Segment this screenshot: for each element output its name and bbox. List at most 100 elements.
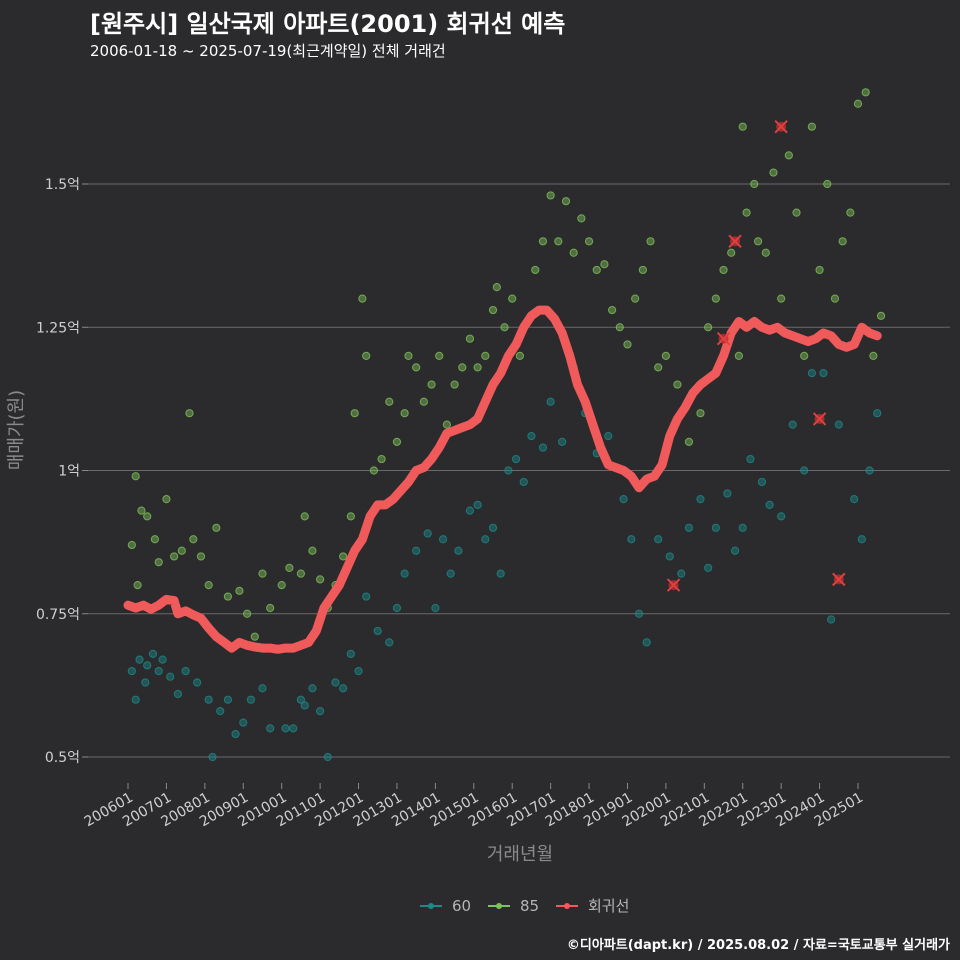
series-85-point bbox=[358, 294, 367, 303]
series-85-point bbox=[177, 546, 186, 555]
series-60-point bbox=[765, 500, 774, 509]
series-60-point bbox=[423, 529, 432, 538]
y-tick-labels: 0.5억 0.75억 1억 1.25억 1.5억 bbox=[36, 177, 80, 766]
series-60-point bbox=[316, 707, 325, 716]
series-85-point bbox=[800, 351, 809, 360]
series-60-point bbox=[148, 649, 158, 658]
series-85-point bbox=[212, 523, 221, 532]
series-60-point bbox=[354, 666, 363, 676]
series-85-point bbox=[696, 409, 705, 418]
series-85-point bbox=[631, 294, 640, 303]
series-60-point bbox=[711, 523, 720, 532]
series-85-point bbox=[750, 179, 759, 189]
series-85-point bbox=[815, 265, 824, 275]
series-85-point bbox=[435, 351, 444, 360]
series-60-point bbox=[757, 477, 767, 487]
series-85-point bbox=[869, 351, 878, 360]
series-85-point bbox=[481, 351, 490, 360]
series-60-point bbox=[131, 695, 140, 704]
chart-subtitle: 2006-01-18 ~ 2025-07-19(최근계약일) 전체 거래건 bbox=[90, 42, 446, 60]
series-60-point bbox=[154, 666, 163, 676]
series-60-point bbox=[281, 724, 290, 733]
series-60-point bbox=[465, 506, 475, 515]
highlight-marker bbox=[716, 332, 731, 346]
series-85-point bbox=[362, 351, 371, 360]
series-85-point bbox=[377, 454, 386, 464]
series-85-point bbox=[266, 603, 275, 613]
series-85-point bbox=[531, 265, 540, 275]
series-85-point bbox=[719, 265, 728, 275]
series-85-point bbox=[554, 237, 563, 246]
series-85-point bbox=[143, 512, 152, 521]
series-85-point bbox=[727, 248, 736, 257]
series-85-point bbox=[243, 609, 252, 618]
series-60-point bbox=[166, 672, 175, 681]
legend-label: 60 bbox=[452, 897, 471, 915]
series-85-point bbox=[711, 294, 720, 303]
series-85-point bbox=[673, 380, 682, 389]
y-tick-label: 0.5억 bbox=[45, 750, 80, 766]
series-85-point bbox=[400, 409, 409, 418]
series-60-point bbox=[665, 552, 674, 561]
series-85-point bbox=[133, 581, 142, 590]
series-85-point bbox=[538, 237, 548, 246]
series-60-point bbox=[141, 678, 150, 687]
series-85-point bbox=[235, 586, 244, 595]
highlight-marker bbox=[812, 412, 827, 426]
series-85-point bbox=[419, 397, 428, 406]
series-60-point bbox=[511, 454, 521, 464]
series-60-point bbox=[231, 729, 240, 739]
series-60-point bbox=[239, 718, 248, 727]
series-85-point bbox=[830, 294, 840, 303]
series-60-point bbox=[873, 409, 882, 418]
credit-line: ©디아파트(dapt.kr) / 2025.08.02 / 자료=국토교통부 실… bbox=[566, 938, 950, 953]
series-60-point bbox=[246, 695, 256, 704]
series-85-point bbox=[823, 179, 832, 189]
legend-item-2: 회귀선 bbox=[556, 897, 629, 915]
series-85-point bbox=[838, 237, 847, 246]
legend-label: 85 bbox=[520, 897, 539, 915]
series-85-points bbox=[127, 88, 886, 641]
series-85-point bbox=[561, 197, 571, 206]
series-85-point bbox=[277, 581, 286, 590]
series-85-point bbox=[853, 99, 863, 108]
series-60-point bbox=[746, 454, 755, 464]
series-85-point bbox=[508, 294, 517, 303]
series-85-point bbox=[185, 409, 194, 418]
series-60-point bbox=[857, 535, 866, 544]
series-85-point bbox=[300, 512, 309, 521]
series-85-point bbox=[442, 420, 451, 429]
series-60-point bbox=[704, 563, 713, 573]
series-60-point bbox=[634, 609, 644, 618]
series-85-point bbox=[465, 334, 475, 343]
series-60-point bbox=[296, 695, 305, 704]
series-60-point bbox=[438, 535, 448, 544]
series-60-point bbox=[684, 523, 694, 532]
series-60-point bbox=[527, 432, 536, 441]
series-85-point bbox=[569, 248, 578, 257]
x-tick-labels: 2006012007012008012009012010012011012012… bbox=[82, 790, 866, 831]
series-60-point bbox=[696, 495, 705, 504]
series-85-point bbox=[189, 535, 198, 544]
series-60-point bbox=[258, 684, 267, 693]
series-85-point bbox=[223, 592, 232, 601]
series-60-point bbox=[604, 432, 613, 441]
highlight-marker bbox=[728, 234, 742, 249]
series-60-point bbox=[208, 752, 217, 762]
series-60-point bbox=[730, 546, 740, 555]
series-60-point bbox=[738, 523, 747, 532]
series-85-point bbox=[592, 265, 601, 275]
series-85-point bbox=[623, 340, 632, 349]
series-60-point bbox=[504, 466, 513, 475]
series-60-point bbox=[158, 655, 167, 664]
highlight-marker bbox=[666, 578, 681, 592]
series-60-point bbox=[627, 535, 636, 544]
series-60-point bbox=[216, 707, 225, 716]
series-85-point bbox=[346, 512, 355, 521]
series-60-point bbox=[135, 655, 144, 664]
series-85-point bbox=[738, 122, 747, 131]
regression-line-series bbox=[123, 305, 882, 654]
series-60-point bbox=[223, 695, 232, 704]
highlight-marker bbox=[832, 572, 846, 587]
